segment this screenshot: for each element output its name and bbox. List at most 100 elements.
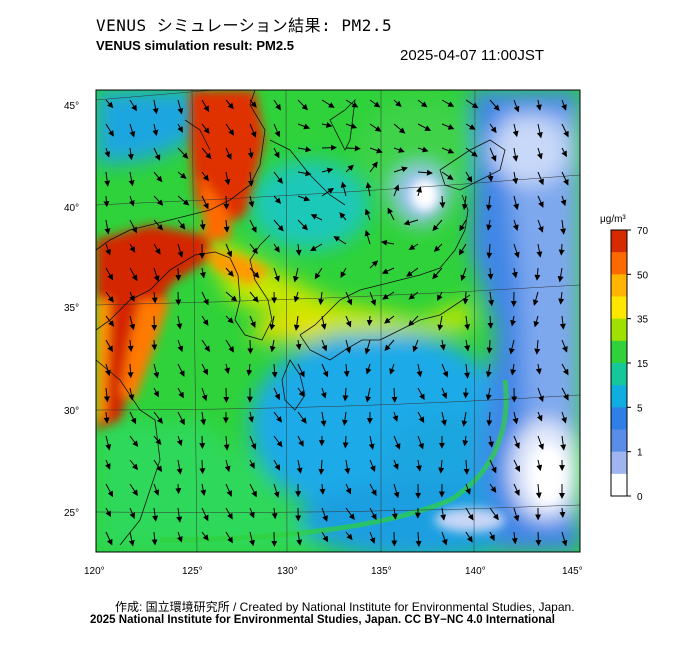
wind-arrow [177,219,186,230]
wind-arrow [295,339,302,351]
wind-arrow [512,411,519,425]
wind-arrow [487,315,494,329]
wind-arrow [437,315,444,331]
wind-arrow [176,507,183,523]
wind-arrow [224,171,231,186]
wind-arrow [369,161,378,173]
wind-arrow [393,435,401,450]
wind-arrow [510,363,517,376]
colorbar-segment [611,318,627,342]
wind-arrow [176,315,183,330]
colorbar-segment [611,407,627,430]
wind-arrow [345,145,361,152]
wind-arrow [273,219,284,232]
wind-arrow [561,123,569,138]
wind-arrow [489,507,499,521]
wind-arrow [175,267,182,281]
wind-arrow [321,363,329,378]
wind-arrow [487,171,494,183]
wind-arrow [512,123,519,138]
wind-arrow [369,459,376,473]
wind-arrow [105,315,115,327]
wind-arrow [151,339,158,351]
wind-arrow [364,208,371,221]
wind-arrow [199,267,206,279]
wind-arrow [152,99,159,115]
wind-arrow [200,411,207,426]
wind-arrow [321,99,335,108]
wind-arrow [345,531,353,541]
colorbar-tick-label: 35 [637,315,649,326]
wind-arrow [534,339,541,355]
wind-arrow [440,411,447,427]
wind-arrow [249,243,258,255]
colorbar-segment [611,230,627,253]
wind-arrow [560,435,567,451]
wind-arrow [129,411,137,425]
wind-arrow [536,243,543,258]
wind-arrow [152,123,159,137]
wind-arrow [246,363,253,376]
wind-arrow [153,483,160,496]
wind-arrow [488,291,495,307]
wind-arrow [364,339,371,355]
wind-arrow [465,171,473,183]
wind-arrow [225,267,234,277]
wind-arrow [340,267,347,278]
wind-arrow [342,435,349,449]
wind-arrow [293,267,299,283]
wind-arrow [153,387,159,398]
wind-arrow [104,219,111,235]
wind-arrow [464,363,471,379]
wind-arrow [297,363,305,378]
wind-arrow [536,411,543,422]
wind-arrow [489,147,497,162]
wind-arrow [127,339,134,352]
wind-arrow [297,170,312,177]
wind-arrow [129,267,138,282]
wind-arrow [201,387,208,402]
wind-arrow [175,483,182,495]
wind-arrow [513,243,520,259]
wind-arrow [485,363,492,378]
lat-label: 25° [64,508,79,519]
wind-arrow [417,146,429,153]
wind-arrow [384,315,395,324]
wind-arrow [176,531,183,543]
wind-vector-field [103,99,569,547]
wind-arrow [393,147,405,153]
wind-arrow [464,339,471,352]
wind-arrow [177,411,185,426]
wind-arrow [273,195,282,204]
wind-arrow [201,99,210,113]
wind-arrow [271,507,278,520]
wind-arrow [393,99,402,107]
wind-arrow [393,184,400,197]
wind-arrow [128,171,135,187]
wind-arrow [486,219,493,231]
wind-arrow [439,195,446,209]
wind-arrow [105,363,111,377]
wind-arrow [345,291,353,306]
wind-arrow [558,243,565,256]
wind-arrow [465,483,471,495]
wind-arrow [561,147,567,158]
wind-arrow [225,147,232,160]
wind-arrow [382,291,395,300]
wind-arrow [486,243,493,259]
wind-arrow [536,459,543,472]
wind-arrow [129,459,139,471]
wind-arrow [127,363,134,379]
wind-arrow [128,387,135,401]
wind-arrow [369,123,382,132]
wind-arrow [433,243,443,252]
wind-arrow [310,243,323,252]
wind-arrow [151,291,158,304]
wind-arrow [249,459,255,469]
wind-arrow [297,195,311,202]
wind-arrow [437,291,443,301]
wind-arrow [345,483,352,495]
wind-arrow [225,99,234,110]
wind-arrow [365,182,372,197]
wind-arrow [512,171,519,185]
